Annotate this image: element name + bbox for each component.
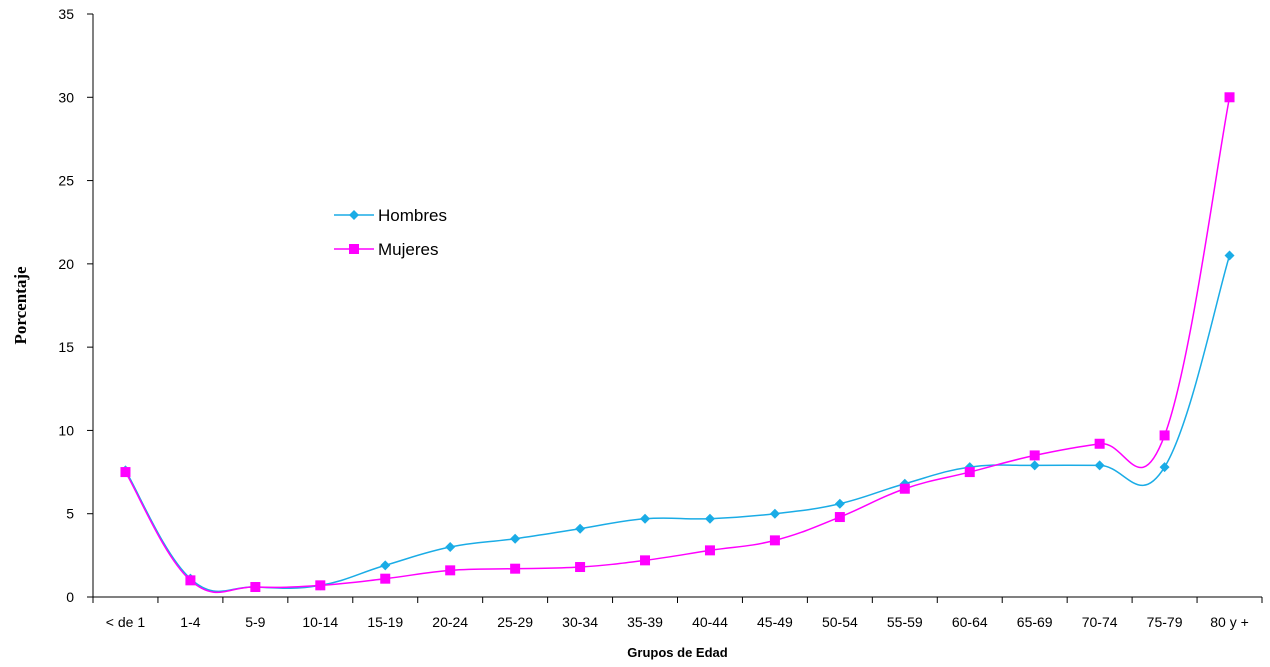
x-tick-label: 35-39: [627, 614, 663, 630]
data-point-hombres: [1094, 460, 1105, 471]
y-tick-label: 35: [58, 6, 74, 22]
data-point-mujeres: [1094, 438, 1105, 449]
x-tick-label: 55-59: [887, 614, 923, 630]
series-mujeres: [120, 92, 1235, 594]
legend-marker-hombres: [349, 210, 359, 220]
data-point-mujeres: [1159, 430, 1170, 441]
y-tick-label: 20: [58, 256, 74, 272]
data-point-mujeres: [1224, 92, 1235, 103]
x-tick-label: 10-14: [302, 614, 338, 630]
data-point-mujeres: [315, 580, 326, 591]
legend-label-hombres: Hombres: [378, 206, 447, 225]
y-tick-label: 10: [58, 422, 74, 438]
series-hombres: [120, 250, 1235, 593]
x-tick-label: 75-79: [1147, 614, 1183, 630]
data-point-mujeres: [1029, 450, 1040, 461]
data-point-mujeres: [575, 562, 586, 573]
x-tick-label: 50-54: [822, 614, 858, 630]
data-point-hombres: [1029, 460, 1040, 471]
x-axis-title: Grupos de Edad: [627, 645, 727, 660]
series-line-hombres: [124, 255, 1231, 593]
data-point-mujeres: [250, 582, 261, 593]
y-tick-label: 25: [58, 173, 74, 189]
legend: Hombres Mujeres: [334, 206, 447, 259]
data-point-mujeres: [640, 555, 651, 566]
x-tick-label: 60-64: [952, 614, 988, 630]
data-point-mujeres: [899, 483, 910, 494]
data-point-mujeres: [120, 467, 131, 478]
y-tick-label: 5: [66, 506, 74, 522]
data-point-mujeres: [185, 575, 196, 586]
data-point-mujeres: [964, 467, 975, 478]
y-tick-label: 0: [66, 589, 74, 605]
x-tick-label: 25-29: [497, 614, 533, 630]
x-axis-ticks: < de 1 1-4 5-9 10-14 15-19 20-24 25-29 30-34 35-…: [92, 597, 1263, 630]
x-tick-label: 65-69: [1017, 614, 1053, 630]
data-point-hombres: [380, 560, 391, 571]
x-tick-label: 70-74: [1082, 614, 1118, 630]
data-point-hombres: [769, 508, 780, 519]
data-point-mujeres: [380, 573, 391, 584]
data-point-mujeres: [704, 545, 715, 556]
data-point-hombres: [510, 533, 521, 544]
data-point-mujeres: [445, 565, 456, 576]
data-point-mujeres: [834, 512, 845, 523]
y-axis-title: Porcentaje: [11, 266, 30, 344]
x-tick-label: 5-9: [245, 614, 265, 630]
legend-item-mujeres: Mujeres: [334, 240, 438, 259]
x-tick-label: 45-49: [757, 614, 793, 630]
x-tick-label: 80 y +: [1210, 614, 1249, 630]
data-point-mujeres: [510, 563, 521, 574]
y-tick-label: 30: [58, 89, 74, 105]
data-point-hombres: [575, 523, 586, 534]
data-point-hombres: [704, 513, 715, 524]
x-tick-label: < de 1: [106, 614, 146, 630]
y-axis-ticks: 0 5 10 15 20 25 30 35: [58, 6, 93, 605]
data-point-hombres: [1224, 250, 1235, 261]
legend-marker-mujeres: [349, 244, 359, 254]
x-tick-label: 15-19: [367, 614, 403, 630]
x-tick-label: 40-44: [692, 614, 728, 630]
legend-label-mujeres: Mujeres: [378, 240, 438, 259]
y-tick-label: 15: [58, 339, 74, 355]
axes: 0 5 10 15 20 25 30 35 < de 1 1-4 5-9 10-14 15-19 20-…: [58, 6, 1263, 630]
data-point-hombres: [640, 513, 651, 524]
data-point-hombres: [1159, 462, 1170, 473]
legend-item-hombres: Hombres: [334, 206, 447, 225]
x-tick-label: 20-24: [432, 614, 468, 630]
data-point-mujeres: [769, 535, 780, 546]
data-point-hombres: [834, 498, 845, 509]
x-tick-label: 1-4: [180, 614, 200, 630]
data-point-hombres: [445, 542, 456, 553]
x-tick-label: 30-34: [562, 614, 598, 630]
series-layer: [120, 92, 1235, 594]
